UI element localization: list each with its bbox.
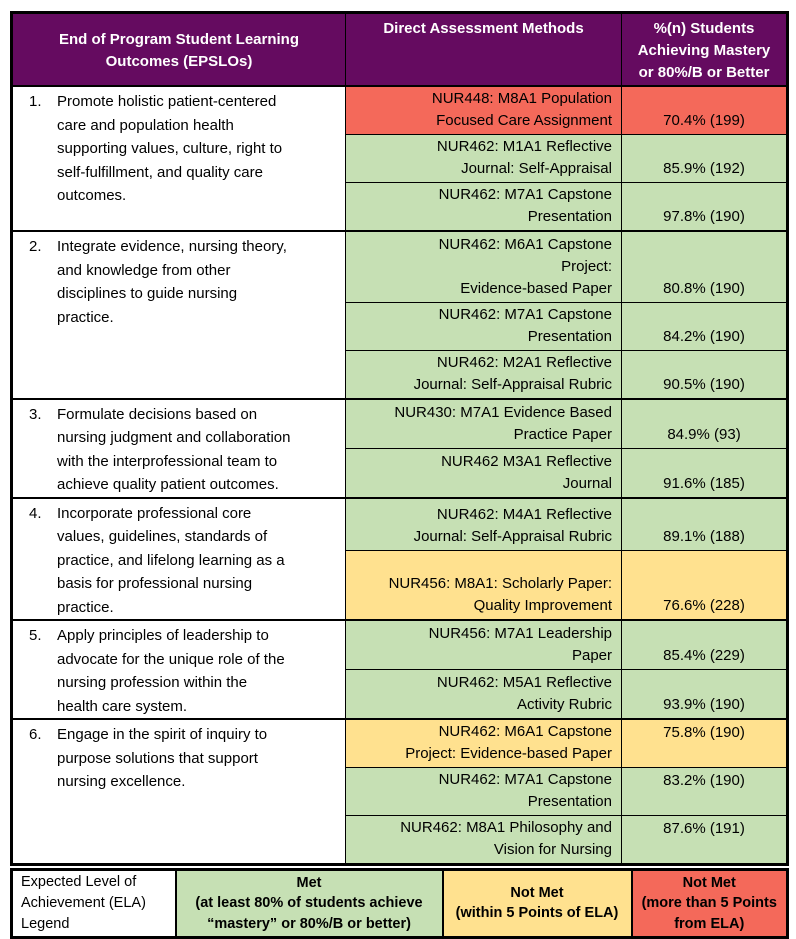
assessment-method-cell: NUR462: M6A1 Capstone Project: Evidence-…: [345, 718, 622, 768]
table-row: 1. Promote holistic patient-centered car…: [11, 85, 788, 232]
mastery-value-cell: 87.6% (191): [621, 815, 788, 865]
mastery-value-cell: 80.8% (190): [621, 230, 788, 303]
outcome-number: 2.: [29, 238, 42, 255]
assessment-method-cell: NUR462 M3A1 Reflective Journal: [345, 447, 622, 498]
mastery-value-cell: 76.6% (228): [621, 550, 788, 621]
epslo-assessment-table: End of Program Student Learning Outcomes…: [10, 11, 789, 866]
table-row: NUR462: M7A1 Capstone Presentation 84.2%…: [12, 301, 788, 351]
assessment-method-cell: NUR462: M7A1 Capstone Presentation: [345, 767, 622, 816]
outcome-text: Incorporate professional core values, gu…: [57, 504, 285, 616]
assessment-method-cell: NUR462: M4A1 Reflective Journal: Self-Ap…: [345, 496, 622, 552]
mastery-value-cell: 85.4% (229): [621, 619, 788, 670]
outcome-cell-4: 4. Incorporate professional core values,…: [11, 496, 346, 621]
assessment-method-cell: NUR462: M2A1 Reflective Journal: Self-Ap…: [345, 349, 622, 399]
mastery-value-cell: 93.9% (190): [621, 669, 788, 720]
legend-row: Expected Level of Achievement (ELA) Lege…: [10, 868, 789, 939]
assessment-method-cell: NUR456: M7A1 Leadership Paper: [345, 619, 622, 670]
outcome-number: 1.: [29, 93, 42, 110]
outcome-cell-3: 3. Formulate decisions based on nursing …: [11, 397, 346, 498]
table-header-row: End of Program Student Learning Outcomes…: [11, 12, 788, 87]
legend-label: Expected Level of Achievement (ELA) Lege…: [10, 868, 177, 939]
outcome-number: 4.: [29, 504, 42, 522]
outcome-text: Apply principles of leadership to advoca…: [57, 627, 285, 715]
legend-item-title: Not Met: [682, 875, 736, 891]
table-row: NUR462: M1A1 Reflective Journal: Self-Ap…: [12, 134, 788, 183]
legend-item-title: Met: [296, 875, 322, 891]
table-row: 3. Formulate decisions based on nursing …: [11, 397, 788, 498]
outcome-text: Integrate evidence, nursing theory, and …: [57, 238, 287, 326]
assessment-method-cell: NUR462: M7A1 Capstone Presentation: [345, 182, 622, 232]
outcome-number: 5.: [29, 627, 42, 644]
outcome-number: 6.: [29, 726, 42, 743]
assessment-method-cell: NUR462: M6A1 Capstone Project: Evidence-…: [345, 230, 622, 303]
table-row: NUR462: M7A1 Capstone Presentation 97.8%…: [12, 182, 788, 232]
legend-item-detail: (at least 80% of students achieve “maste…: [195, 895, 423, 932]
outcome-text: Promote holistic patient-centered care a…: [57, 93, 283, 204]
mastery-value-cell: 97.8% (190): [621, 182, 788, 232]
outcome-cell-6: 6. Engage in the spirit of inquiry to pu…: [11, 718, 346, 865]
legend-item-detail: (within 5 Points of ELA): [455, 905, 619, 922]
outcome-text: Formulate decisions based on nursing jud…: [57, 405, 291, 494]
outcome-cell-5: 5. Apply principles of leadership to adv…: [11, 619, 346, 720]
header-methods-column: Direct Assessment Methods: [345, 12, 622, 87]
mastery-value-cell: 89.1% (188): [621, 496, 788, 552]
assessment-method-cell: NUR462: M7A1 Capstone Presentation: [345, 301, 622, 351]
outcome-cell-2: 2. Integrate evidence, nursing theory, a…: [11, 230, 346, 399]
assessment-method-cell: NUR456: M8A1: Scholarly Paper: Quality I…: [345, 550, 622, 621]
table-row: 5. Apply principles of leadership to adv…: [11, 619, 788, 720]
mastery-value-cell: 70.4% (199): [621, 85, 788, 135]
table-row: 2. Integrate evidence, nursing theory, a…: [11, 230, 788, 399]
outcome-number: 3.: [29, 405, 42, 423]
legend-item-not-met-close: Not Met (within 5 Points of ELA): [441, 868, 633, 939]
legend-item-met: Met (at least 80% of students achieve “m…: [174, 868, 444, 939]
mastery-value-cell: 84.9% (93): [621, 397, 788, 449]
table-row: NUR462: M5A1 Reflective Activity Rubric …: [12, 669, 788, 720]
outcome-text: Engage in the spirit of inquiry to purpo…: [57, 726, 268, 790]
mastery-value-cell: 91.6% (185): [621, 447, 788, 498]
assessment-method-cell: NUR448: M8A1 Population Focused Care Ass…: [345, 85, 622, 135]
mastery-value-cell: 85.9% (192): [621, 134, 788, 183]
ela-legend-table: Expected Level of Achievement (ELA) Lege…: [10, 868, 789, 939]
header-mastery-column: %(n) Students Achieving Mastery or 80%/B…: [621, 12, 788, 87]
legend-item-detail: (more than 5 Points from ELA): [641, 895, 777, 932]
assessment-method-cell: NUR430: M7A1 Evidence Based Practice Pap…: [345, 397, 622, 449]
table-row: NUR462: M8A1 Philosophy and Vision for N…: [12, 815, 788, 865]
page: End of Program Student Learning Outcomes…: [10, 11, 789, 939]
mastery-value-cell: 75.8% (190): [621, 718, 788, 768]
table-row: NUR462 M3A1 Reflective Journal 91.6% (18…: [12, 447, 788, 498]
legend-item-not-met-far: Not Met (more than 5 Points from ELA): [630, 868, 789, 939]
mastery-value-cell: 84.2% (190): [621, 301, 788, 351]
outcome-cell-1: 1. Promote holistic patient-centered car…: [11, 85, 346, 232]
table-row: NUR456: M8A1: Scholarly Paper: Quality I…: [12, 550, 788, 621]
table-row: NUR462: M7A1 Capstone Presentation 83.2%…: [12, 767, 788, 816]
legend-item-title: Not Met: [510, 885, 564, 902]
header-outcomes-column: End of Program Student Learning Outcomes…: [11, 12, 346, 87]
assessment-method-cell: NUR462: M8A1 Philosophy and Vision for N…: [345, 815, 622, 865]
mastery-value-cell: 90.5% (190): [621, 349, 788, 399]
assessment-method-cell: NUR462: M5A1 Reflective Activity Rubric: [345, 669, 622, 720]
table-row: 6. Engage in the spirit of inquiry to pu…: [11, 718, 788, 865]
mastery-value-cell: 83.2% (190): [621, 767, 788, 816]
assessment-method-cell: NUR462: M1A1 Reflective Journal: Self-Ap…: [345, 134, 622, 183]
table-row: 4. Incorporate professional core values,…: [11, 496, 788, 621]
